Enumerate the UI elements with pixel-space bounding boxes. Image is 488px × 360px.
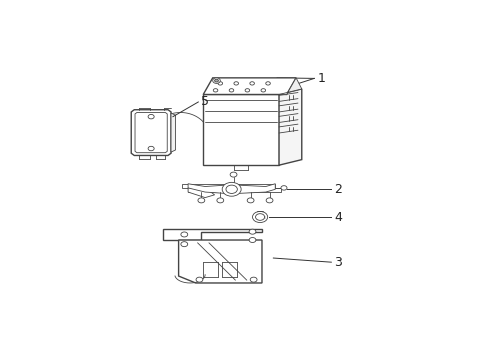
Polygon shape: [203, 78, 296, 94]
Circle shape: [198, 198, 204, 203]
Polygon shape: [279, 89, 301, 165]
Circle shape: [225, 185, 237, 193]
Circle shape: [233, 82, 238, 85]
Circle shape: [249, 82, 254, 85]
Polygon shape: [171, 113, 175, 152]
Polygon shape: [131, 110, 171, 156]
Circle shape: [255, 214, 264, 220]
Circle shape: [196, 277, 203, 282]
Circle shape: [244, 89, 249, 92]
Circle shape: [250, 277, 257, 282]
Polygon shape: [203, 94, 279, 165]
Circle shape: [218, 82, 222, 85]
Polygon shape: [163, 229, 262, 240]
Circle shape: [261, 89, 265, 92]
Circle shape: [214, 79, 218, 82]
Circle shape: [181, 242, 187, 247]
Polygon shape: [178, 240, 262, 283]
Text: 5: 5: [201, 95, 209, 108]
Circle shape: [213, 89, 217, 92]
Text: 2: 2: [333, 183, 341, 196]
Circle shape: [280, 186, 286, 190]
Circle shape: [248, 238, 255, 243]
Text: 3: 3: [333, 256, 341, 269]
Polygon shape: [188, 188, 214, 198]
Polygon shape: [135, 112, 167, 153]
Circle shape: [265, 82, 270, 85]
Circle shape: [247, 198, 253, 203]
Text: 1: 1: [317, 72, 325, 85]
Circle shape: [222, 183, 241, 196]
Circle shape: [248, 229, 255, 234]
Polygon shape: [182, 184, 280, 192]
Circle shape: [217, 198, 223, 203]
Circle shape: [212, 78, 220, 84]
Text: 4: 4: [333, 211, 341, 224]
Circle shape: [252, 211, 267, 222]
Circle shape: [229, 89, 233, 92]
Circle shape: [148, 114, 154, 119]
Polygon shape: [188, 184, 225, 193]
Circle shape: [265, 198, 272, 203]
Polygon shape: [279, 78, 301, 94]
Circle shape: [230, 172, 237, 177]
Circle shape: [181, 232, 187, 237]
Circle shape: [148, 146, 154, 151]
Polygon shape: [237, 184, 275, 193]
